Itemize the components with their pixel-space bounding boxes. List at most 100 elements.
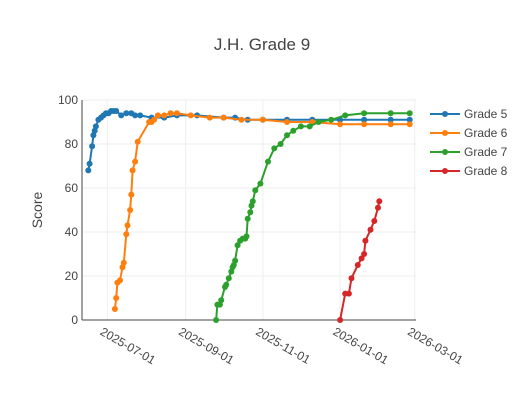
data-point[interactable] — [361, 110, 368, 117]
x-tick-label: 2025-11-01 — [253, 324, 313, 367]
data-point[interactable] — [387, 110, 394, 117]
data-point[interactable] — [376, 198, 383, 205]
data-point[interactable] — [234, 242, 241, 249]
data-point[interactable] — [187, 112, 194, 119]
legend[interactable]: Grade 5 Grade 6 Grade 7 Grade 8 — [430, 107, 508, 178]
data-point[interactable] — [297, 123, 304, 130]
data-point[interactable] — [89, 143, 96, 150]
data-point[interactable] — [137, 112, 144, 119]
data-point[interactable] — [173, 110, 180, 117]
series-grade-8 — [337, 198, 383, 323]
data-point[interactable] — [134, 138, 141, 145]
data-point[interactable] — [361, 121, 368, 128]
data-point[interactable] — [284, 119, 290, 125]
data-point[interactable] — [120, 259, 127, 266]
data-point[interactable] — [247, 209, 254, 216]
legend-swatch-marker — [442, 149, 448, 155]
data-point[interactable] — [249, 198, 256, 205]
series-line — [113, 112, 410, 310]
data-point[interactable] — [358, 255, 365, 262]
data-point[interactable] — [128, 191, 135, 198]
data-point[interactable] — [213, 317, 220, 323]
legend-label: Grade 8 — [464, 164, 508, 178]
legend-item[interactable]: Grade 8 — [430, 164, 508, 178]
data-point[interactable] — [223, 281, 230, 288]
data-point[interactable] — [354, 262, 361, 268]
data-point[interactable] — [328, 116, 335, 123]
data-point[interactable] — [259, 116, 266, 123]
data-point[interactable] — [127, 207, 134, 213]
data-point[interactable] — [243, 233, 250, 240]
data-point[interactable] — [337, 121, 344, 128]
data-point[interactable] — [86, 160, 93, 167]
legend-swatch-marker — [442, 168, 448, 174]
data-point[interactable] — [129, 167, 136, 174]
data-point[interactable] — [265, 158, 271, 165]
data-point[interactable] — [345, 290, 352, 297]
data-point[interactable] — [348, 275, 355, 282]
data-point[interactable] — [406, 121, 413, 128]
data-point[interactable] — [118, 112, 125, 119]
data-point[interactable] — [361, 251, 368, 257]
data-point[interactable] — [342, 112, 349, 119]
legend-item[interactable]: Grade 6 — [430, 126, 508, 140]
data-point[interactable] — [362, 237, 369, 244]
series-layer — [85, 108, 413, 323]
data-point[interactable] — [85, 167, 92, 174]
chart-title: J.H. Grade 9 — [214, 35, 310, 54]
data-point[interactable] — [290, 127, 297, 134]
data-point[interactable] — [154, 112, 161, 119]
data-point[interactable] — [132, 158, 139, 165]
legend-label: Grade 6 — [464, 126, 508, 140]
data-point[interactable] — [132, 112, 139, 119]
data-point[interactable] — [284, 132, 290, 139]
series-grade-7 — [213, 110, 413, 323]
data-point[interactable] — [123, 110, 130, 117]
x-tick-label: 2025-09-01 — [176, 324, 236, 367]
data-point[interactable] — [117, 277, 123, 284]
data-point[interactable] — [113, 295, 120, 301]
data-point[interactable] — [371, 218, 378, 224]
data-point[interactable] — [220, 114, 227, 121]
data-point[interactable] — [252, 187, 259, 194]
y-tick-label: 60 — [65, 181, 79, 195]
data-point[interactable] — [161, 112, 168, 119]
data-point[interactable] — [406, 116, 413, 123]
data-point[interactable] — [111, 306, 118, 312]
data-point[interactable] — [123, 231, 130, 238]
data-point[interactable] — [113, 108, 120, 114]
data-point[interactable] — [151, 116, 158, 123]
data-point[interactable] — [367, 226, 374, 233]
data-point[interactable] — [375, 204, 381, 211]
data-point[interactable] — [244, 215, 251, 222]
data-point[interactable] — [387, 116, 394, 123]
axes-layer: 0 20 40 60 80 100 2025-07-01 2025-09-01 2025-11-… — [58, 93, 466, 367]
data-point[interactable] — [306, 123, 313, 130]
data-point[interactable] — [387, 121, 394, 128]
data-point[interactable] — [232, 257, 239, 264]
y-axis-label: Score — [29, 192, 45, 229]
legend-item[interactable]: Grade 5 — [430, 107, 508, 121]
data-point[interactable] — [218, 297, 225, 304]
data-point[interactable] — [277, 141, 284, 147]
data-point[interactable] — [238, 116, 245, 123]
legend-swatch-marker — [442, 111, 448, 117]
legend-label: Grade 5 — [464, 107, 508, 121]
legend-swatch-marker — [442, 130, 448, 136]
data-point[interactable] — [406, 110, 413, 117]
data-point[interactable] — [257, 180, 264, 187]
data-point[interactable] — [337, 317, 344, 323]
legend-label: Grade 7 — [464, 145, 508, 159]
data-point[interactable] — [361, 116, 368, 123]
data-point[interactable] — [92, 123, 99, 130]
data-point[interactable] — [167, 110, 174, 117]
data-point[interactable] — [124, 222, 131, 229]
data-point[interactable] — [271, 145, 278, 152]
x-tick-label: 2025-07-01 — [98, 324, 158, 367]
legend-item[interactable]: Grade 7 — [430, 145, 508, 159]
data-point[interactable] — [315, 119, 322, 125]
data-point[interactable] — [225, 275, 232, 282]
data-point[interactable] — [206, 114, 213, 121]
